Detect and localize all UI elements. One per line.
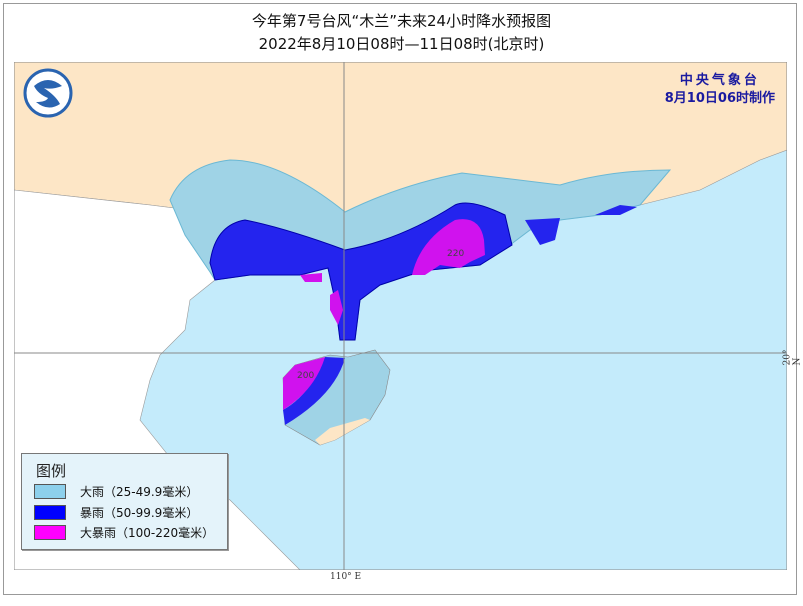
hainan-severe-rainstorm	[283, 357, 325, 410]
map-subtitle: 2022年8月10日08时—11日08时(北京时)	[258, 35, 545, 53]
hainan-land-south	[315, 418, 370, 445]
legend-swatch	[34, 504, 66, 520]
legend-item-heavy-rain: 大雨（25-49.9毫米）	[34, 482, 198, 500]
agency-name: 中央气象台	[679, 73, 760, 88]
rainstorm-area-east	[525, 205, 637, 245]
legend-swatch	[34, 483, 66, 499]
legend-label: 暴雨（50-99.9毫米）	[80, 505, 199, 520]
legend-item-rainstorm: 暴雨（50-99.9毫米）	[34, 503, 198, 521]
map-title: 今年第7号台风“木兰”未来24小时降水预报图	[251, 12, 552, 30]
outer-frame	[3, 3, 797, 595]
cma-logo-icon	[23, 68, 73, 118]
longitude-label: 110° E	[330, 572, 362, 582]
agency-block: 中央气象台 8月10日06时制作	[665, 72, 775, 108]
hainan-rainstorm	[283, 357, 345, 425]
severe-rainstorm-area	[300, 219, 485, 325]
max-label-north: 220	[447, 249, 464, 259]
legend-title: 图例	[36, 462, 67, 480]
legend: 图例 大雨（25-49.9毫米） 暴雨（50-99.9毫米） 大暴雨（100-2…	[21, 453, 228, 550]
max-label-hainan: 200	[297, 371, 314, 381]
legend-label: 大雨（25-49.9毫米）	[80, 484, 199, 499]
legend-item-severe-rainstorm: 大暴雨（100-220毫米）	[34, 523, 214, 541]
latitude-label: 20° N	[782, 349, 803, 366]
legend-swatch	[34, 524, 66, 540]
issue-time: 8月10日06时制作	[664, 91, 775, 106]
legend-label: 大暴雨（100-220毫米）	[80, 525, 215, 540]
